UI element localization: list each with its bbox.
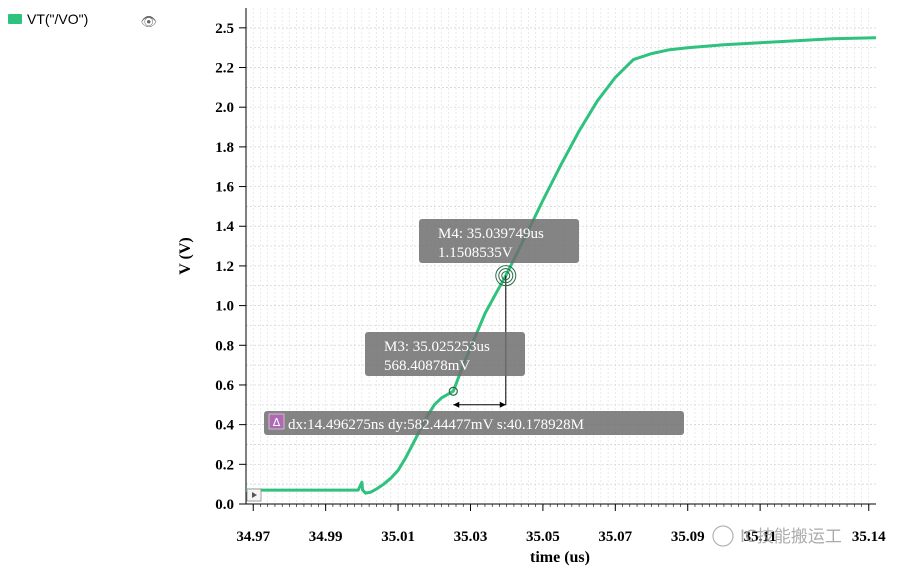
delta-arrow-left: [453, 401, 460, 408]
watermark-text: IC技能搬运工: [740, 527, 842, 547]
m4-marker-ring[interactable]: [501, 271, 511, 281]
x-tick-label: 35.11: [744, 529, 777, 545]
y-tick-label: 1.0: [215, 299, 234, 315]
y-axis-title: V (V): [177, 237, 194, 274]
x-tick-label: 34.97: [236, 529, 270, 545]
series-layer: [246, 36, 877, 495]
x-tick-label: 35.05: [526, 529, 560, 545]
x-tick-label: 35.09: [671, 529, 705, 545]
wechat-icon: [712, 525, 734, 547]
y-tick-label: 2.0: [215, 100, 234, 116]
m4-marker-ring[interactable]: [495, 265, 517, 287]
eye-icon[interactable]: 👁: [140, 14, 157, 29]
y-tick-label: 0.0: [215, 497, 234, 513]
waveform-chart[interactable]: 34.97 34.99 35.01 35.03 35.05 35.07 35.09 35.11…: [170, 0, 900, 570]
delta-icon: [268, 413, 285, 430]
expand-button[interactable]: [246, 488, 262, 502]
y-tick-label: 0.4: [215, 418, 234, 434]
m4-box: [419, 219, 579, 263]
series-line-vo: [246, 36, 877, 495]
plot-background: [170, 0, 900, 570]
x-tick-label: 35.14: [852, 529, 886, 545]
m3-label-box[interactable]: M3: 35.025253us 568.40878mV: [365, 332, 525, 376]
legend-label: VT("/VO"): [27, 11, 89, 27]
x-axis-title: time (us): [530, 549, 590, 566]
delta-label-box[interactable]: Δ dx:14.496275ns dy:582.44477mV s:40.178…: [264, 411, 684, 435]
y-tick-label: 1.6: [215, 180, 234, 196]
legend-swatch: [8, 14, 22, 24]
y-tick-label: 1.8: [215, 140, 234, 156]
y-tick-label: 1.2: [215, 259, 234, 275]
y-tick-label: 1.4: [215, 219, 234, 235]
m4-marker-ring[interactable]: [498, 268, 514, 284]
watermark: IC技能搬运工: [712, 525, 842, 547]
m3-value-label: 568.40878mV: [384, 358, 470, 374]
y-tick-label: 0.6: [215, 378, 234, 394]
delta-arrow-right: [499, 401, 506, 408]
y-tick-label: 2.5: [215, 21, 234, 37]
play-icon: [252, 492, 257, 498]
y-tick-label: 0.8: [215, 338, 234, 354]
m3-time-label: M3: 35.025253us: [384, 339, 490, 355]
x-tick-label: 35.03: [454, 529, 488, 545]
legend-panel: VT("/VO") 👁: [0, 0, 171, 570]
x-tick-label: 34.99: [309, 529, 343, 545]
legend-item[interactable]: VT("/VO") 👁: [8, 8, 163, 30]
m3-marker[interactable]: [448, 386, 458, 396]
axis-ticks: 34.97 34.99 35.01 35.03 35.05 35.07 35.09 35.11…: [215, 21, 886, 545]
y-tick-label: 2.2: [215, 61, 234, 77]
x-tick-label: 35.07: [598, 529, 632, 545]
x-tick-label: 35.01: [381, 529, 415, 545]
m3-box: [365, 332, 525, 376]
m4-label-box[interactable]: M4: 35.039749us 1.1508535V: [419, 219, 579, 263]
m4-time-label: M4: 35.039749us: [438, 226, 544, 242]
m4-value-label: 1.1508535V: [438, 245, 513, 261]
delta-icon-glyph: Δ: [273, 416, 281, 429]
delta-readout: dx:14.496275ns dy:582.44477mV s:40.17892…: [288, 417, 584, 433]
delta-box: [264, 411, 684, 435]
y-tick-label: 0.2: [215, 457, 234, 473]
